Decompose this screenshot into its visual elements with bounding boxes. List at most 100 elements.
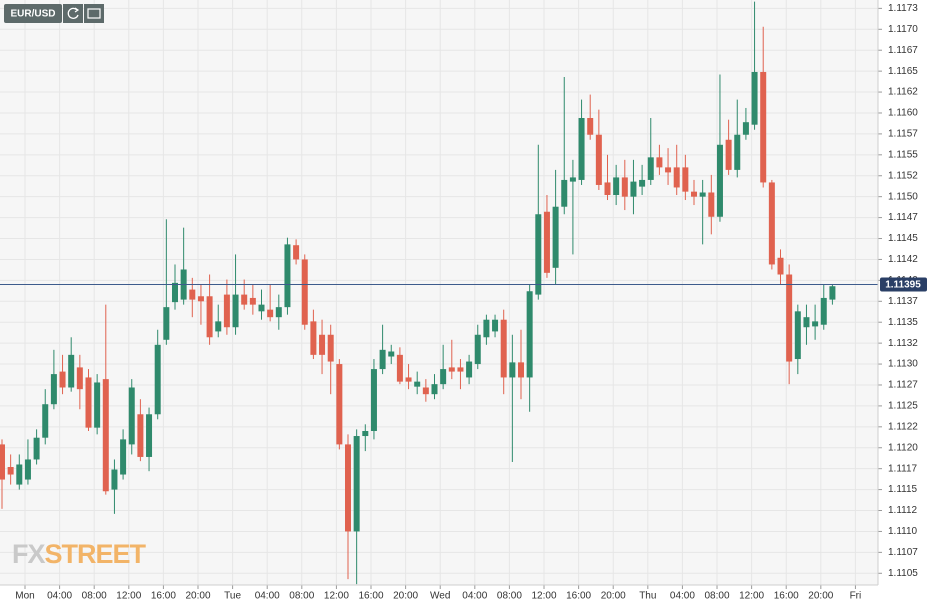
plot-area [0,0,878,585]
candle-body [466,361,473,378]
candle-body [716,144,723,217]
candle-body [24,459,31,480]
candle-body [656,157,663,168]
candle-body [59,371,66,388]
candle-body [639,179,646,187]
candle-body [33,437,40,460]
candle-body [405,377,412,382]
candle-body [310,321,317,355]
watermark-street: STREET [45,539,147,569]
x-tick-label: 08:00 [497,591,522,602]
candle-body [708,192,715,217]
candle-body [587,118,594,135]
candle-body [647,157,654,180]
y-tick-label: 1.1157 [888,129,918,140]
candle-body [691,191,698,197]
x-tick-label: 04:00 [670,591,695,602]
x-tick-label: 16:00 [566,591,591,602]
candle-body [786,274,793,362]
candle-body [68,354,75,388]
candle-body [725,139,732,170]
candle-body [275,307,282,318]
candle-body [682,167,689,192]
candle-body [414,381,421,387]
candle-body [777,257,784,275]
grid [0,0,878,585]
candle-body [344,444,351,532]
last-price-label: 1.11395 [885,280,921,291]
candle-body [613,177,620,195]
candle-body [379,349,386,370]
x-tick-label: 20:00 [601,591,626,602]
y-tick-label: 1.1122 [888,421,918,432]
candle-body [362,431,369,437]
candle-body [448,367,455,372]
candle-body [803,317,810,328]
candle-body [621,177,628,197]
candle-body [85,377,92,428]
y-tick-label: 1.1167 [888,45,918,56]
candle-body [42,404,49,438]
candle-body [561,179,568,207]
candle-body [794,311,801,360]
y-tick-label: 1.1155 [888,149,918,160]
x-tick-label: 04:00 [255,591,280,602]
symbol-button[interactable] [4,4,62,23]
candle-body [336,364,343,445]
candle-body [197,296,204,302]
candle-body [327,334,334,362]
candle-body [284,244,291,308]
x-tick-label: 20:00 [393,591,418,602]
candle-body [760,71,767,183]
refresh-icon [67,7,79,19]
candle-body [128,387,135,445]
candle-body [431,384,438,395]
candle-body [483,319,490,338]
y-tick-label: 1.1150 [888,191,918,202]
y-tick-label: 1.1147 [888,212,918,223]
x-tick-label: Fri [850,591,862,602]
x-tick-label: 12:00 [116,591,141,602]
toolbar: EUR/USD [4,4,104,23]
candle-body [751,71,758,125]
axes: 1.1173 1.1170 1.1167 1.1165 1.1162 1.1160 1.11… [15,3,927,602]
y-tick-label: 1.1165 [888,66,918,77]
candle-body [734,134,741,170]
refresh-arrow [74,7,80,13]
x-tick-label: 12:00 [739,591,764,602]
candle-body [76,367,83,390]
candle-body [820,297,827,325]
x-tick-label: 16:00 [358,591,383,602]
x-tick-label: 20:00 [185,591,210,602]
candle-body [215,321,222,332]
candle-body [293,245,300,260]
candle-body [396,354,403,382]
calendar-button[interactable] [84,4,104,23]
candle-body [604,182,611,195]
refresh-button[interactable] [63,4,83,23]
candle-body [673,167,680,188]
y-tick-label: 1.1132 [888,338,918,349]
candle-body [171,282,178,303]
candle-body [16,464,23,485]
y-tick-label: 1.1120 [888,442,918,453]
candle-body [319,334,326,355]
candle-body [569,177,576,182]
y-tick-label: 1.1125 [888,401,918,412]
candle-body [457,367,464,372]
calendar-icon [87,8,101,19]
candle-body [509,362,516,378]
candle-body [94,382,101,428]
y-tick-label: 1.1107 [888,547,918,558]
candle-body [595,134,602,185]
candle-body [206,296,213,338]
x-tick-label: 08:00 [705,591,730,602]
candle-body [241,294,248,305]
y-tick-label: 1.1142 [888,254,918,265]
candle-body [474,334,481,365]
candle-body [526,291,533,378]
candle-body [440,369,447,385]
watermark-fx: FX [12,539,45,569]
y-tick-label: 1.1110 [888,526,918,537]
candles [0,1,878,585]
